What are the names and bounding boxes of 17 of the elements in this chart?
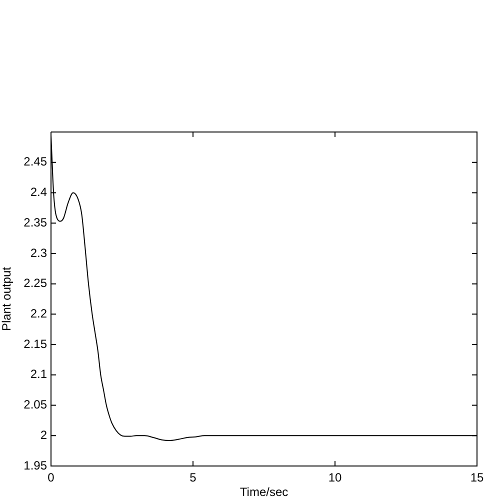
y-tick-label: 2.35 [24, 215, 48, 230]
x-tick-label: 5 [190, 470, 197, 485]
y-tick-label: 1.95 [24, 458, 48, 472]
y-tick-label: 2.15 [24, 336, 48, 351]
y-tick-label: 2.3 [30, 246, 48, 260]
y-tick-label: 2.25 [24, 276, 48, 290]
y-tick-label: 2.1 [30, 367, 48, 382]
x-tick-label: 15 [470, 470, 484, 485]
y-tick-label: 2.2 [30, 306, 48, 320]
y-tick-label: 2.45 [24, 154, 48, 169]
y-tick-label: 2 [40, 428, 48, 442]
y-tick-label: 2.4 [30, 185, 48, 200]
x-tick-label: 10 [328, 470, 342, 485]
x-axis-title: Time/sec [240, 485, 288, 500]
y-axis-title: Plant output [0, 266, 14, 332]
y-tick-label: 2.05 [24, 398, 48, 412]
x-tick-label: 0 [48, 470, 55, 485]
